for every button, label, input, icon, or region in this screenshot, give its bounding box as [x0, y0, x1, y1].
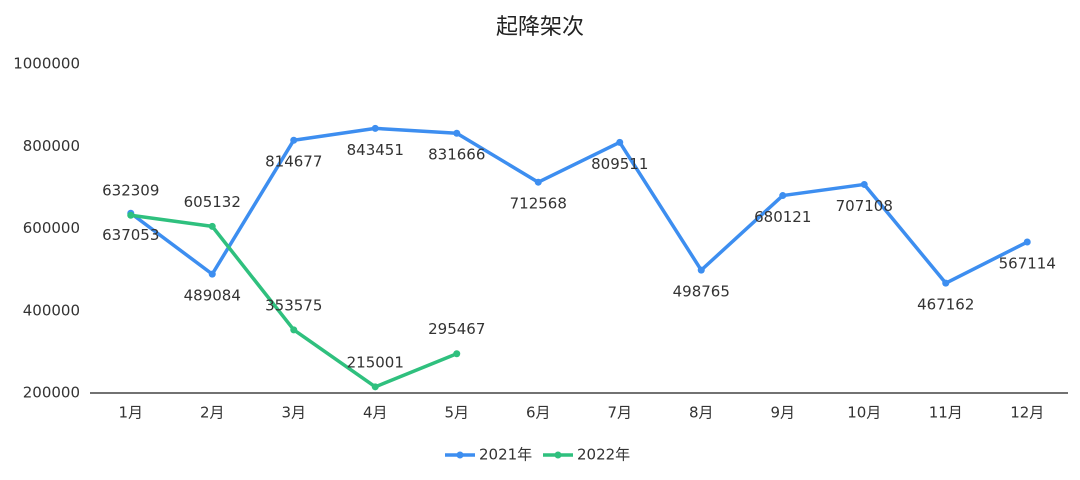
- data-point: [453, 129, 461, 137]
- data-label: 632309: [102, 182, 159, 200]
- data-point: [942, 279, 950, 287]
- y-tick-label: 800000: [23, 137, 80, 155]
- data-label: 605132: [184, 193, 241, 211]
- data-point: [616, 138, 624, 146]
- data-label: 215001: [347, 353, 404, 371]
- data-point: [290, 326, 298, 334]
- x-tick-label: 3月: [281, 404, 306, 422]
- data-point: [290, 136, 298, 144]
- data-label: 353575: [265, 296, 322, 314]
- data-label: 712568: [510, 195, 567, 213]
- data-point: [371, 124, 379, 132]
- data-point: [371, 383, 379, 391]
- data-label: 489084: [184, 287, 241, 305]
- data-label: 295467: [428, 320, 485, 338]
- x-tick-label: 8月: [689, 404, 714, 422]
- data-label: 831666: [428, 146, 485, 164]
- data-label: 680121: [754, 208, 811, 226]
- y-tick-label: 1000000: [13, 55, 80, 73]
- series-line: [129, 126, 1029, 285]
- x-tick-label: 2月: [200, 404, 225, 422]
- chart-title: 起降架次: [496, 15, 584, 40]
- x-tick-label: 4月: [363, 404, 388, 422]
- y-tick-label: 600000: [23, 219, 80, 237]
- data-point: [208, 270, 216, 278]
- data-label: 707108: [836, 197, 893, 215]
- legend-marker: [456, 451, 464, 459]
- data-point: [860, 180, 868, 188]
- data-point: [453, 350, 461, 358]
- data-point: [534, 178, 542, 186]
- data-label: 814677: [265, 153, 322, 171]
- legend-label: 2021年: [479, 446, 532, 464]
- x-tick-label: 11月: [929, 404, 963, 422]
- data-label: 498765: [673, 283, 730, 301]
- x-tick-label: 9月: [770, 404, 795, 422]
- data-point: [697, 266, 705, 274]
- data-label: 809511: [591, 155, 648, 173]
- x-tick-label: 1月: [118, 404, 143, 422]
- x-tick-label: 6月: [526, 404, 551, 422]
- x-tick-label: 12月: [1010, 404, 1044, 422]
- y-tick-label: 400000: [23, 301, 80, 319]
- legend-label: 2022年: [577, 446, 630, 464]
- y-tick-label: 200000: [23, 384, 80, 402]
- data-label: 467162: [917, 296, 974, 314]
- data-point: [208, 222, 216, 230]
- data-label: 843451: [347, 141, 404, 159]
- data-label: 567114: [999, 255, 1056, 273]
- legend-marker: [554, 451, 562, 459]
- data-point: [127, 211, 135, 219]
- x-tick-label: 10月: [847, 404, 881, 422]
- x-tick-label: 5月: [444, 404, 469, 422]
- data-label: 637053: [102, 226, 159, 244]
- data-point: [779, 192, 787, 200]
- data-point: [1023, 238, 1031, 246]
- x-tick-label: 7月: [607, 404, 632, 422]
